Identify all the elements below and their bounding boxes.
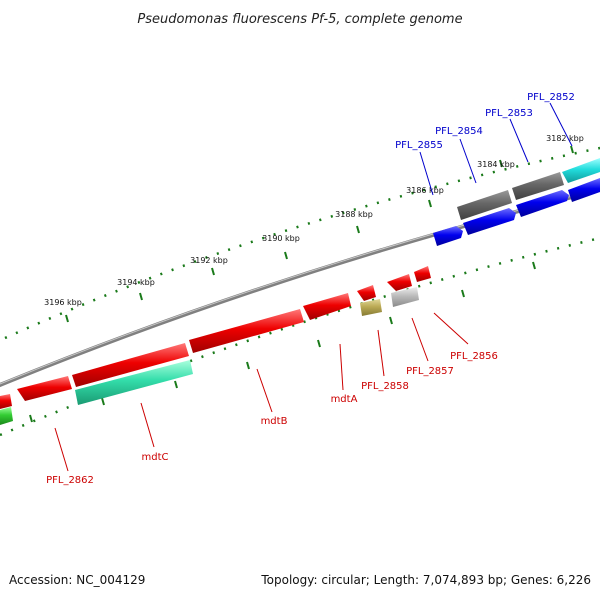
forward-label-leaders [419,102,573,196]
ruler-label-3196: 3196 kbp [44,298,82,307]
gene-label-pfl-2858[interactable]: PFL_2858 [361,381,409,392]
ruler-label-3186: 3186 kbp [406,186,444,195]
cds-reverse-pfl-2857[interactable] [387,274,412,291]
inner-tick-ring [0,236,600,437]
ruler-label-3188: 3188 kbp [335,210,373,219]
feature-teal-mdtc[interactable] [75,360,193,405]
gene-label-mdtb[interactable]: mdtB [261,416,288,427]
feature-track-inner [0,287,419,425]
gene-label-pfl-2852[interactable]: PFL_2852 [527,92,575,103]
reverse-cds-track [0,266,431,409]
cds-forward-pfl-2855[interactable] [433,226,463,246]
cds-reverse-left-edge[interactable] [0,394,12,409]
feature-grey-pfl-2853[interactable] [512,172,564,200]
gene-label-pfl-2855[interactable]: PFL_2855 [395,140,443,151]
feature-green-left-edge[interactable] [0,407,13,425]
gene-label-pfl-2854[interactable]: PFL_2854 [435,126,483,137]
feature-grey-pfl-2854[interactable] [457,190,512,220]
reverse-label-leaders [54,312,469,472]
ruler-label-3190: 3190 kbp [262,234,300,243]
footer-summary: Topology: circular; Length: 7,074,893 bp… [261,573,591,587]
inner-major-ticks [29,261,536,423]
ruler-label-3194: 3194 kbp [117,278,155,287]
feature-cyan[interactable] [562,158,600,183]
outer-tick-ring [4,146,600,340]
gene-label-mdta[interactable]: mdtA [331,394,358,405]
cds-reverse-mdta[interactable] [303,293,351,320]
gene-label-pfl-2857[interactable]: PFL_2857 [406,366,454,377]
ruler-label-3184: 3184 kbp [477,160,515,169]
feature-olive-pfl-2858[interactable] [360,299,382,316]
ruler-label-3192: 3192 kbp [190,256,228,265]
cds-forward-pfl-2852[interactable] [568,178,600,202]
forward-cds-track [433,178,600,246]
gene-label-pfl-2862[interactable]: PFL_2862 [46,475,94,486]
map-title: Pseudomonas fluorescens Pf-5, complete g… [137,12,462,27]
feature-track-top [457,158,600,220]
gene-label-mdtc[interactable]: mdtC [142,452,169,463]
cds-reverse-mdtc[interactable] [72,343,189,387]
ruler-label-3182: 3182 kbp [546,134,584,143]
outer-major-ticks [65,145,574,323]
feature-light-grey-pfl-2857[interactable] [391,287,419,307]
cds-forward-pfl-2853[interactable] [516,190,569,217]
footer-accession: Accession: NC_004129 [9,573,146,587]
cds-reverse-pfl-2858[interactable] [357,285,376,301]
cds-reverse-pfl-2862[interactable] [17,376,72,401]
cds-reverse-pfl-2856[interactable] [414,266,431,282]
cds-forward-pfl-2854[interactable] [463,208,516,235]
gene-label-pfl-2856[interactable]: PFL_2856 [450,351,498,362]
cds-reverse-mdtb[interactable] [189,309,304,353]
gene-label-pfl-2853[interactable]: PFL_2853 [485,108,533,119]
